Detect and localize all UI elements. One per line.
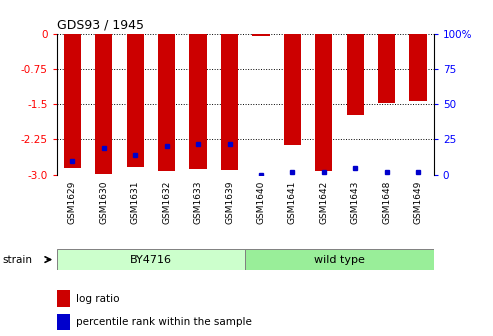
Bar <box>64 34 81 168</box>
Text: BY4716: BY4716 <box>130 255 172 264</box>
Bar <box>221 34 238 170</box>
Bar <box>57 249 245 270</box>
Text: wild type: wild type <box>314 255 365 264</box>
Bar <box>252 34 270 36</box>
Bar <box>57 290 70 307</box>
Text: strain: strain <box>2 255 33 264</box>
Bar <box>189 34 207 169</box>
Bar <box>57 314 70 330</box>
Text: GDS93 / 1945: GDS93 / 1945 <box>57 18 143 31</box>
Bar <box>245 249 434 270</box>
Bar <box>315 34 332 171</box>
Bar <box>347 34 364 115</box>
Bar <box>127 34 144 167</box>
Text: log ratio: log ratio <box>75 294 119 304</box>
Bar <box>158 34 176 171</box>
Bar <box>378 34 395 103</box>
Bar <box>410 34 427 101</box>
Text: percentile rank within the sample: percentile rank within the sample <box>75 317 251 327</box>
Bar <box>95 34 112 174</box>
Bar <box>284 34 301 145</box>
